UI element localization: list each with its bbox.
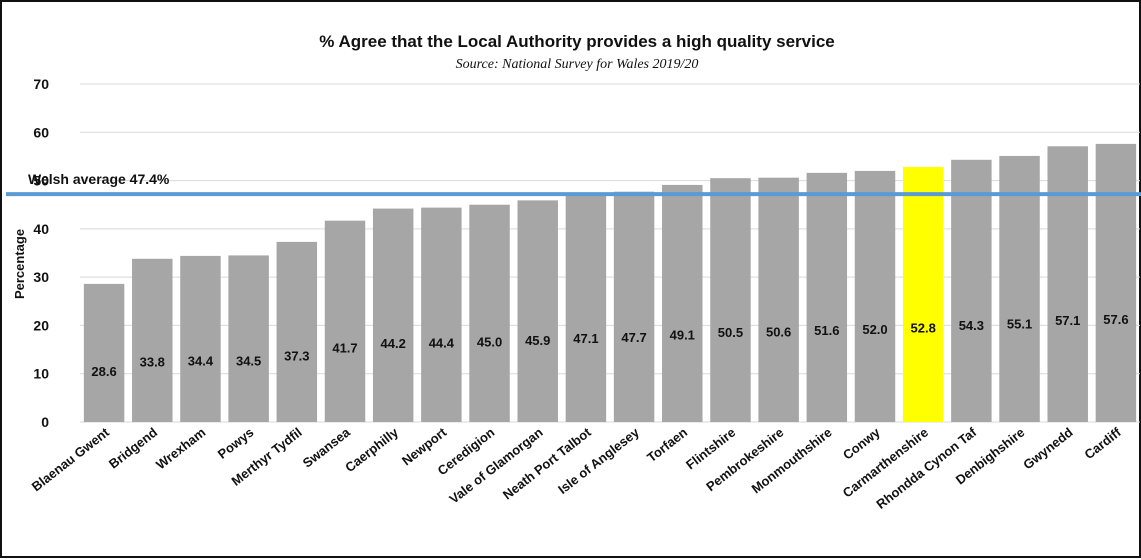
- data-labels: 28.6 33.8 34.4 34.5 37.3 41.7 44.2 44.4 45.0 45.9…: [91, 312, 1128, 379]
- data-label: 50.5: [718, 325, 743, 340]
- bar: [276, 241, 318, 422]
- y-tick-label: 60: [33, 124, 49, 140]
- y-tick-label: 0: [41, 414, 49, 430]
- data-label: 44.4: [429, 336, 455, 351]
- x-tick-label: Powys: [215, 425, 257, 462]
- bar: [372, 208, 414, 422]
- data-label: 52.0: [862, 322, 887, 337]
- bar: [758, 177, 799, 422]
- data-label: 55.1: [1007, 317, 1032, 332]
- bar: [951, 159, 992, 422]
- y-axis-ticks: 0 10 20 30 40 50 60 70: [33, 76, 49, 430]
- bar: [613, 191, 655, 422]
- data-label: 57.6: [1103, 312, 1128, 327]
- y-tick-label: 30: [33, 269, 49, 285]
- data-label: 51.6: [814, 323, 839, 338]
- chart-title: % Agree that the Local Authority provide…: [319, 32, 834, 51]
- bar: [132, 258, 173, 422]
- x-tick-label: Carmarthenshire: [840, 425, 931, 501]
- chart-subtitle: Source: National Survey for Wales 2019/2…: [456, 57, 699, 72]
- bar: [806, 172, 848, 422]
- y-tick-label: 50: [33, 173, 49, 189]
- bar: [228, 255, 269, 422]
- bar: [469, 204, 510, 422]
- data-label: 45.0: [477, 335, 502, 350]
- x-tick-label: Blaenau Gwent: [29, 424, 113, 494]
- data-label: 47.1: [573, 331, 598, 346]
- bars: [83, 143, 1137, 423]
- x-tick-label: Caerphilly: [342, 424, 401, 475]
- x-tick-label: Monmouthshire: [749, 425, 835, 497]
- x-tick-label: Isle of Anglesey: [555, 424, 642, 497]
- data-label: 41.7: [332, 340, 357, 355]
- y-axis-label: Percentage: [12, 229, 27, 299]
- y-tick-label: 10: [33, 366, 49, 382]
- data-label: 37.3: [284, 348, 309, 363]
- y-tick-label: 40: [33, 221, 49, 237]
- welsh-average-label: Welsh average 47.4%: [28, 171, 170, 187]
- data-label: 28.6: [91, 364, 116, 379]
- data-label: 57.1: [1055, 313, 1080, 328]
- x-tick-label: Bridgend: [106, 425, 160, 472]
- bar: [710, 178, 751, 422]
- x-tick-label: Gwynedd: [1020, 425, 1075, 473]
- bar: [324, 220, 366, 422]
- data-label: 49.1: [670, 327, 695, 342]
- bar: [421, 207, 462, 422]
- data-label: 44.2: [381, 336, 406, 351]
- bar: [517, 200, 558, 422]
- bar: [662, 184, 703, 422]
- x-tick-label: Torfaen: [644, 425, 690, 466]
- y-tick-label: 20: [33, 317, 49, 333]
- average-line-group: Welsh average 47.4%: [6, 171, 1141, 197]
- data-label: 54.3: [959, 318, 984, 333]
- data-label: 45.9: [525, 333, 550, 348]
- data-label: 34.5: [236, 353, 261, 368]
- bar: [854, 170, 896, 422]
- x-tick-label: Conwy: [840, 424, 883, 463]
- x-tick-label: Wrexham: [153, 425, 208, 473]
- bar: [83, 283, 125, 422]
- x-tick-label: Neath Port Talbot: [500, 424, 594, 502]
- bar: [565, 194, 607, 422]
- data-label: 50.6: [766, 325, 791, 340]
- bar: [902, 167, 944, 422]
- y-tick-label: 70: [33, 76, 49, 92]
- data-label: 47.7: [621, 330, 646, 345]
- bar: [1047, 146, 1088, 422]
- bar: [999, 155, 1040, 422]
- data-label: 33.8: [140, 355, 165, 370]
- data-label: 52.8: [911, 321, 936, 336]
- data-label: 34.4: [188, 354, 214, 369]
- x-tick-label: Cardiff: [1082, 424, 1125, 462]
- bar: [1095, 143, 1137, 423]
- bar: [180, 255, 221, 422]
